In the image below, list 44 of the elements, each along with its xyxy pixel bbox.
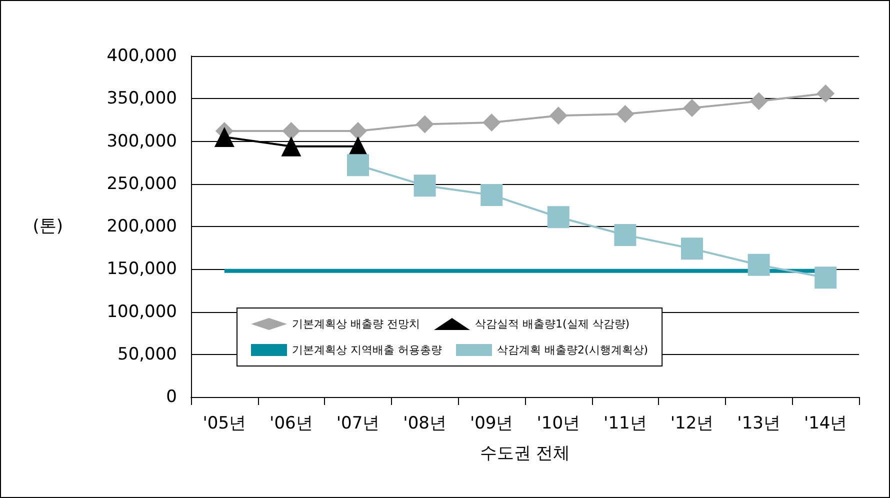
point (614, 224, 636, 246)
x-tick-label: '11년 (604, 414, 647, 434)
point (416, 115, 434, 134)
point (683, 99, 701, 118)
point (214, 126, 234, 147)
legend-label: 삭감실적 배출량1(실제 삭감량) (474, 318, 630, 330)
point (750, 92, 768, 110)
y-tick-label: 50,000 (118, 344, 177, 364)
y-tick-label: 100,000 (106, 302, 177, 322)
point (414, 174, 436, 197)
legend-label: 삭감계획 배출량2(시행계획상) (496, 344, 648, 356)
point (681, 238, 703, 260)
x-tick-label: '05년 (202, 414, 246, 434)
y-tick-label: 350,000 (106, 88, 177, 109)
point (748, 254, 770, 276)
y-tick-label: 200,000 (106, 216, 177, 236)
point (814, 266, 837, 289)
y-tick-label: 300,000 (106, 131, 177, 152)
x-axis-title: 수도권 전체 (480, 444, 570, 464)
point (616, 104, 634, 123)
legend-label: 기본계획상 지역배출 허용총량 (292, 344, 442, 356)
point (482, 113, 501, 132)
x-tick-label: '12년 (670, 414, 714, 434)
x-tick-label: '07년 (336, 414, 380, 434)
x-tick-label: '08년 (403, 414, 446, 434)
point (549, 106, 568, 125)
point (547, 206, 570, 228)
point (480, 184, 503, 206)
y-tick-label: 150,000 (106, 259, 177, 280)
point (281, 136, 302, 156)
point (816, 84, 835, 103)
y-axis-title: (톤) (32, 216, 63, 236)
x-tick-label: '10년 (536, 414, 580, 434)
point (347, 154, 369, 176)
y-tick-label: 250,000 (106, 174, 177, 194)
legend-label: 기본계획상 배출량 전망치 (292, 318, 420, 330)
x-tick-label: '09년 (470, 414, 514, 434)
point (282, 122, 300, 140)
y-tick-label: 400,000 (106, 46, 177, 66)
y-tick-label: 0 (166, 387, 177, 407)
x-tick-label: '13년 (737, 414, 780, 434)
x-tick-label: '06년 (270, 414, 313, 434)
point (349, 122, 367, 140)
x-tick-label: '14년 (804, 414, 848, 434)
